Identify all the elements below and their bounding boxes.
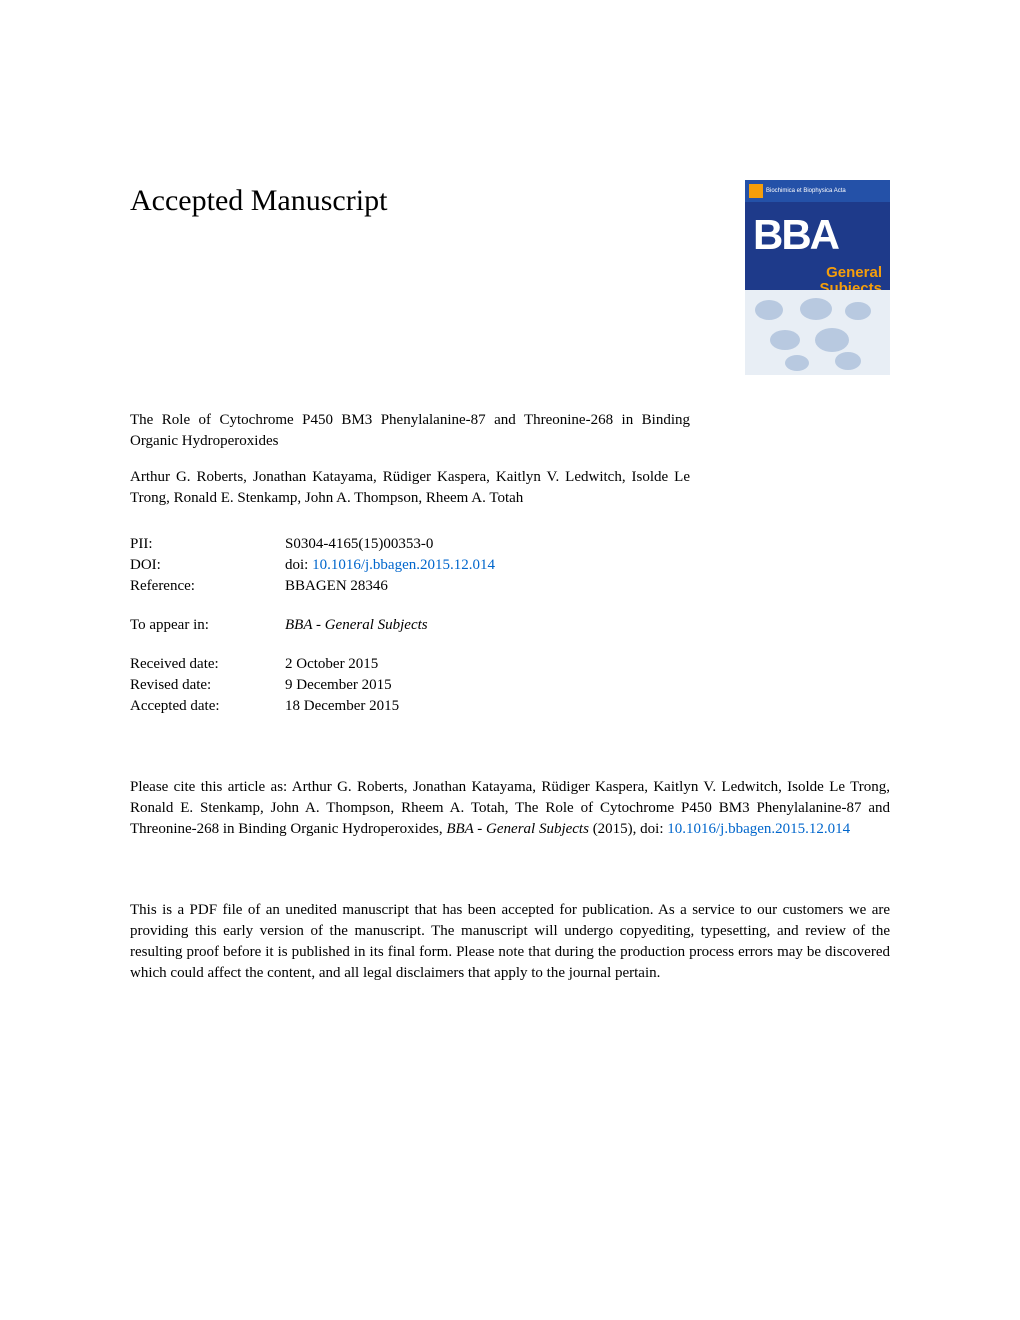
doi-prefix: doi: (285, 557, 312, 573)
cover-top-bar: Biochimica et Biophysica Acta (745, 180, 890, 202)
cover-subtitle-1: General (745, 265, 890, 282)
doi-value: doi: 10.1016/j.bbagen.2015.12.014 (285, 555, 890, 576)
cover-bba-text: BBA (745, 202, 890, 265)
journal-cover-thumbnail: Biochimica et Biophysica Acta BBA Genera… (745, 180, 890, 375)
citation-doi-link[interactable]: 10.1016/j.bbagen.2015.12.014 (667, 821, 850, 837)
appear-label: To appear in: (130, 615, 285, 636)
diagram-blob (770, 330, 800, 350)
received-value: 2 October 2015 (285, 654, 890, 675)
citation-block: Please cite this article as: Arthur G. R… (130, 777, 890, 840)
doi-label: DOI: (130, 555, 285, 576)
article-title: The Role of Cytochrome P450 BM3 Phenylal… (130, 410, 690, 452)
header-row: Accepted Manuscript Biochimica et Biophy… (130, 180, 890, 375)
meta-row-appear: To appear in: BBA - General Subjects (130, 615, 890, 636)
reference-label: Reference: (130, 576, 285, 597)
revised-value: 9 December 2015 (285, 675, 890, 696)
meta-row-doi: DOI: doi: 10.1016/j.bbagen.2015.12.014 (130, 555, 890, 576)
metadata-table-appear: To appear in: BBA - General Subjects (130, 615, 890, 636)
metadata-table: PII: S0304-4165(15)00353-0 DOI: doi: 10.… (130, 534, 890, 597)
diagram-blob (800, 298, 832, 320)
meta-row-reference: Reference: BBAGEN 28346 (130, 576, 890, 597)
citation-year: (2015), doi: (589, 821, 667, 837)
diagram-blob (835, 352, 861, 370)
reference-value: BBAGEN 28346 (285, 576, 890, 597)
meta-row-pii: PII: S0304-4165(15)00353-0 (130, 534, 890, 555)
meta-row-received: Received date: 2 October 2015 (130, 654, 890, 675)
diagram-blob (815, 328, 849, 352)
meta-row-accepted: Accepted date: 18 December 2015 (130, 696, 890, 717)
diagram-blob (845, 302, 871, 320)
appear-value: BBA - General Subjects (285, 615, 890, 636)
disclaimer-text: This is a PDF file of an unedited manusc… (130, 900, 890, 984)
pii-label: PII: (130, 534, 285, 555)
citation-journal: BBA - General Subjects (446, 821, 589, 837)
meta-row-revised: Revised date: 9 December 2015 (130, 675, 890, 696)
revised-label: Revised date: (130, 675, 285, 696)
cover-top-text: Biochimica et Biophysica Acta (766, 187, 846, 195)
accepted-label: Accepted date: (130, 696, 285, 717)
accepted-manuscript-heading: Accepted Manuscript (130, 180, 387, 222)
pii-value: S0304-4165(15)00353-0 (285, 534, 890, 555)
cover-diagram-area (745, 290, 890, 375)
diagram-blob (755, 300, 783, 320)
diagram-blob (785, 355, 809, 371)
doi-link[interactable]: 10.1016/j.bbagen.2015.12.014 (312, 557, 495, 573)
publisher-logo-icon (749, 184, 763, 198)
accepted-value: 18 December 2015 (285, 696, 890, 717)
metadata-table-dates: Received date: 2 October 2015 Revised da… (130, 654, 890, 717)
received-label: Received date: (130, 654, 285, 675)
authors-list: Arthur G. Roberts, Jonathan Katayama, Rü… (130, 467, 690, 509)
